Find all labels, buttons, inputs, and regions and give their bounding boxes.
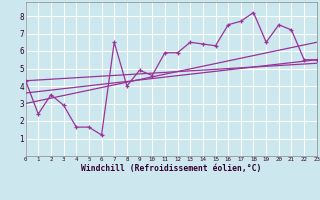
X-axis label: Windchill (Refroidissement éolien,°C): Windchill (Refroidissement éolien,°C) bbox=[81, 164, 261, 173]
